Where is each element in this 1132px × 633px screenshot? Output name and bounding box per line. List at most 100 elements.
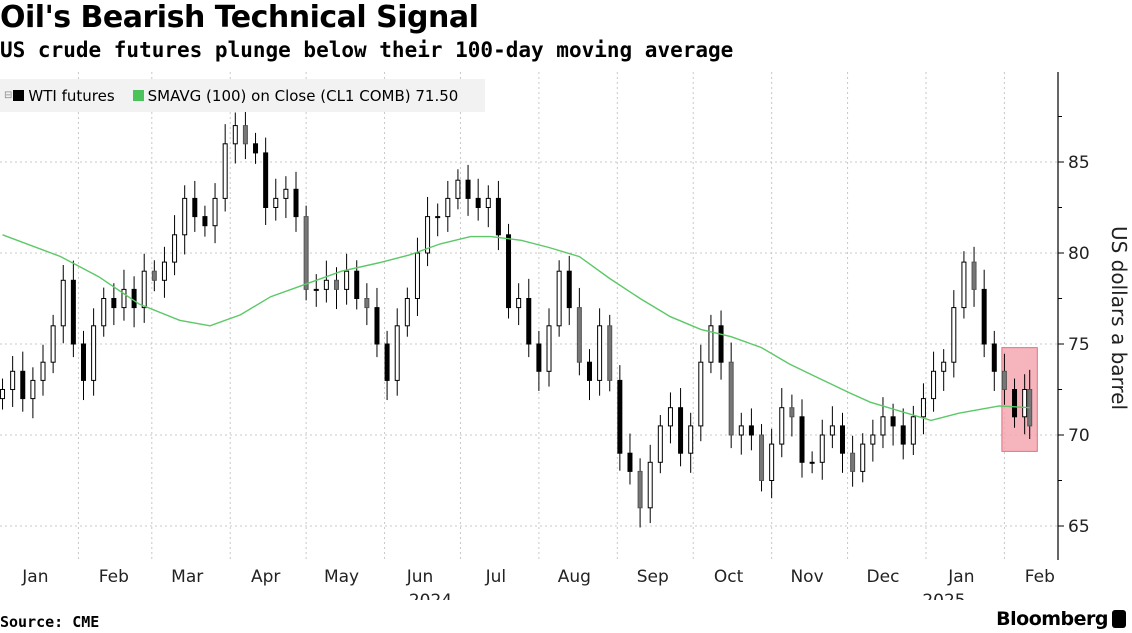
candle <box>951 290 957 378</box>
x-tick-label: Jun <box>406 567 434 587</box>
candle-body <box>607 325 613 381</box>
candle-body <box>850 452 856 472</box>
candle <box>425 196 431 267</box>
legend-collapse-icon[interactable]: ⊟ <box>4 90 13 101</box>
legend-swatch-sma <box>132 90 144 101</box>
candle-body <box>283 188 289 199</box>
candle <box>678 388 684 467</box>
candle-body <box>60 279 66 327</box>
candle-body <box>920 398 926 418</box>
candle <box>273 178 279 221</box>
candle <box>546 308 552 387</box>
candle <box>70 260 76 358</box>
candle <box>323 260 329 303</box>
candle-body <box>637 470 643 509</box>
candle-body <box>769 443 775 482</box>
candle-body <box>212 197 218 227</box>
candle-body <box>344 270 350 290</box>
candle <box>232 112 238 164</box>
bloomberg-mark-icon <box>1112 610 1126 628</box>
candle-body <box>789 407 795 418</box>
candle-body <box>688 425 694 454</box>
candle-body <box>263 152 269 208</box>
candle <box>910 405 916 456</box>
candle-body <box>242 125 248 145</box>
candle <box>566 255 572 326</box>
legend: ⊟ WTI futures SMAVG (100) on Close (CL1 … <box>0 79 485 112</box>
candle-body <box>819 434 825 463</box>
candle <box>141 253 147 323</box>
candle-body <box>931 370 937 400</box>
candle-body <box>779 407 785 445</box>
x-tick-label: Oct <box>714 567 744 587</box>
candle <box>293 171 299 232</box>
x-tick-label: Apr <box>251 567 280 587</box>
candle-body <box>161 261 167 281</box>
x-tick-label: Sep <box>637 567 669 587</box>
candle <box>900 408 906 460</box>
candle <box>748 408 754 451</box>
candle-body <box>546 325 552 372</box>
candle-body <box>829 425 835 436</box>
y-tick-label: 80 <box>1068 244 1090 264</box>
candle-body <box>455 179 461 199</box>
candle-body <box>839 425 845 454</box>
y-axis-label: US dollars a barrel <box>1107 226 1131 410</box>
candle-body <box>718 325 724 363</box>
candle <box>890 403 896 446</box>
candle <box>759 424 765 492</box>
candle <box>253 132 259 164</box>
candle-body <box>678 407 684 454</box>
candle-body <box>80 343 86 381</box>
candle <box>172 215 178 276</box>
candle-body <box>414 252 420 299</box>
candle <box>920 383 926 435</box>
candle-body <box>151 270 157 281</box>
candle-body <box>121 288 127 309</box>
candle <box>708 314 714 374</box>
candle-body <box>951 307 957 363</box>
candle-body <box>506 234 512 309</box>
candle-body <box>556 270 562 327</box>
candle-body <box>809 461 815 464</box>
y-tick-label: 70 <box>1068 426 1090 446</box>
legend-swatch-wti <box>13 90 25 101</box>
candle-body <box>354 270 360 300</box>
gridlines <box>0 72 1058 560</box>
source-note: Source: CME <box>0 613 100 631</box>
candle-body <box>465 179 471 199</box>
candle <box>586 349 592 401</box>
candle <box>0 378 6 410</box>
candle <box>303 205 309 301</box>
candle-body <box>870 434 876 445</box>
candle-body <box>738 425 744 436</box>
candle-body <box>627 452 633 472</box>
candle-body <box>708 325 714 363</box>
x-year-label: 2024 <box>409 591 452 600</box>
candle-body <box>435 216 441 219</box>
x-year-label: 2025 <box>922 591 965 600</box>
candle <box>779 388 785 458</box>
candle <box>40 344 46 396</box>
chart-subtitle: US crude futures plunge below their 100-… <box>0 38 734 62</box>
candle-body <box>40 361 46 381</box>
candle <box>526 278 532 358</box>
y-tick-label: 65 <box>1068 517 1090 537</box>
candle <box>789 394 795 437</box>
candle-body <box>0 389 6 400</box>
candle <box>455 169 461 210</box>
candle-body <box>759 434 765 481</box>
candle-body <box>576 307 582 363</box>
candle <box>80 330 86 401</box>
candle-body <box>384 343 390 381</box>
candle <box>404 287 410 337</box>
candle <box>414 237 420 316</box>
candle-body <box>941 361 947 372</box>
candle <box>657 414 663 474</box>
x-tick-label: Jul <box>485 567 507 587</box>
candle <box>344 253 350 305</box>
chart-title: Oil's Bearish Technical Signal <box>0 0 479 35</box>
candle <box>688 412 694 473</box>
candle <box>617 365 623 471</box>
candle-body <box>698 361 704 427</box>
